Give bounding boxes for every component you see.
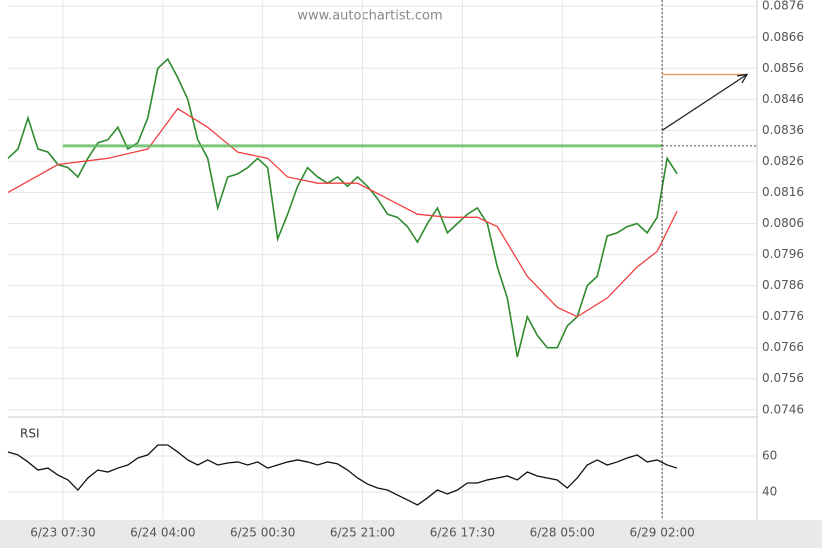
x-tick-label: 6/25 00:30 <box>230 526 295 540</box>
y-tick-label: 0.0776 <box>762 309 804 323</box>
y-tick-label: 0.0846 <box>762 92 804 106</box>
x-tick-label: 6/25 21:00 <box>330 526 395 540</box>
x-tick-label: 6/26 17:30 <box>430 526 495 540</box>
arrow-head <box>737 73 749 84</box>
y-tick-label: 0.0856 <box>762 61 804 75</box>
x-axis-band <box>0 520 822 548</box>
series-line <box>7 107 678 318</box>
y-tick-label: 0.0816 <box>762 185 804 199</box>
y-tick-label: 0.0786 <box>762 278 804 292</box>
watermark: www.autochartist.com <box>297 9 442 24</box>
y-tick-label: 40 <box>762 485 777 499</box>
y-tick-label: 0.0876 <box>762 0 804 13</box>
y-tick-label: 0.0796 <box>762 247 804 261</box>
forecast-arrow <box>661 73 748 131</box>
x-tick-label: 6/29 02:00 <box>629 526 694 540</box>
y-tick-label: 0.0826 <box>762 154 804 168</box>
y-tick-label: 0.0756 <box>762 371 804 385</box>
y-tick-label: 0.0866 <box>762 30 804 44</box>
y-tick-label: 0.0746 <box>762 402 804 416</box>
x-tick-label: 6/23 07:30 <box>30 526 95 540</box>
series-line <box>7 444 678 506</box>
y-tick-label: 0.0766 <box>762 340 804 354</box>
x-tick-label: 6/24 04:00 <box>130 526 195 540</box>
y-tick-label: 0.0806 <box>762 216 804 230</box>
rsi-title: RSI <box>20 427 40 441</box>
y-tick-label: 60 <box>762 449 777 463</box>
x-tick-label: 6/28 05:00 <box>530 526 595 540</box>
series-line <box>7 57 678 358</box>
y-tick-label: 0.0836 <box>762 123 804 137</box>
